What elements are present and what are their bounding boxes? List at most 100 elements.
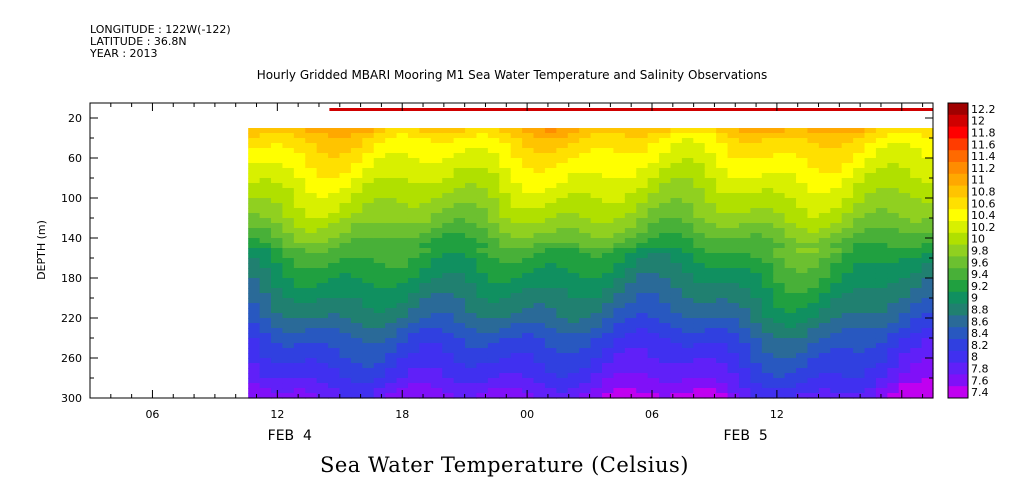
heatmap-cell — [738, 308, 751, 314]
heatmap-cell — [602, 143, 615, 149]
heatmap-cell — [602, 253, 615, 259]
heatmap-cell — [305, 373, 318, 379]
heatmap-cell — [579, 243, 592, 249]
heatmap-cell — [248, 238, 261, 244]
heatmap-cell — [921, 158, 934, 164]
heatmap-cell — [727, 268, 740, 274]
heatmap-cell — [624, 193, 637, 199]
colorbar-swatch — [948, 291, 968, 304]
heatmap-cell — [533, 188, 546, 194]
heatmap-cell — [875, 298, 888, 304]
heatmap-cell — [636, 333, 649, 339]
heatmap-cell — [259, 283, 272, 289]
heatmap-cell — [544, 288, 557, 294]
heatmap-cell — [841, 393, 854, 399]
heatmap-cell — [750, 338, 763, 344]
heatmap-cell — [761, 183, 774, 189]
heatmap-cell — [602, 268, 615, 274]
colorbar-swatch — [948, 303, 968, 316]
heatmap-cell — [476, 378, 489, 384]
heatmap-cell — [499, 393, 512, 399]
heatmap-cell — [328, 308, 341, 314]
heatmap-cell — [761, 248, 774, 254]
heatmap-cell — [864, 288, 877, 294]
heatmap-cell — [830, 178, 843, 184]
heatmap-cell — [738, 173, 751, 179]
heatmap-cell — [681, 153, 694, 159]
heatmap-cell — [499, 248, 512, 254]
heatmap-cell — [898, 128, 911, 134]
heatmap-cell — [875, 343, 888, 349]
heatmap-cell — [602, 303, 615, 309]
heatmap-cell — [556, 363, 569, 369]
heatmap-cell — [887, 233, 900, 239]
heatmap-cell — [373, 148, 386, 154]
heatmap-cell — [362, 278, 375, 284]
heatmap-cell — [510, 253, 523, 259]
heatmap-cell — [453, 203, 466, 209]
heatmap-cell — [807, 198, 820, 204]
heatmap-cell — [670, 383, 683, 389]
heatmap-cell — [407, 343, 420, 349]
heatmap-cell — [544, 163, 557, 169]
heatmap-cell — [875, 263, 888, 269]
heatmap-cell — [853, 368, 866, 374]
heatmap-cell — [716, 198, 729, 204]
heatmap-cell — [305, 328, 318, 334]
heatmap-cell — [716, 163, 729, 169]
heatmap-cell — [647, 128, 660, 134]
heatmap-cell — [293, 313, 306, 319]
heatmap-cell — [579, 393, 592, 399]
heatmap-cell — [704, 203, 717, 209]
heatmap-cell — [556, 293, 569, 299]
heatmap-cell — [716, 263, 729, 269]
heatmap-cell — [704, 368, 717, 374]
heatmap-cell — [293, 183, 306, 189]
heatmap-cell — [293, 148, 306, 154]
heatmap-cell — [407, 258, 420, 264]
heatmap-cell — [750, 363, 763, 369]
heatmap-cell — [624, 183, 637, 189]
heatmap-cell — [373, 313, 386, 319]
heatmap-cell — [579, 358, 592, 364]
heatmap-cell — [613, 218, 626, 224]
heatmap-cell — [487, 253, 500, 259]
colorbar-label: 10.2 — [971, 221, 996, 234]
heatmap-cell — [807, 318, 820, 324]
colorbar-label: 7.8 — [971, 363, 989, 376]
heatmap-cell — [670, 168, 683, 174]
heatmap-cell — [681, 128, 694, 134]
heatmap-cell — [396, 188, 409, 194]
heatmap-cell — [921, 333, 934, 339]
heatmap-cell — [328, 353, 341, 359]
heatmap-cell — [807, 138, 820, 144]
heatmap-cell — [796, 193, 809, 199]
heatmap-cell — [579, 318, 592, 324]
heatmap-cell — [910, 378, 923, 384]
heatmap-cell — [282, 138, 295, 144]
heatmap-cell — [271, 273, 284, 279]
heatmap-cell — [442, 173, 455, 179]
heatmap-cell — [373, 273, 386, 279]
heatmap-cell — [430, 363, 443, 369]
heatmap-cell — [818, 288, 831, 294]
heatmap-cell — [898, 173, 911, 179]
heatmap-cell — [898, 343, 911, 349]
heatmap-cell — [579, 248, 592, 254]
heatmap-cell — [864, 223, 877, 229]
heatmap-cell — [670, 318, 683, 324]
heatmap-cell — [293, 133, 306, 139]
heatmap-cell — [921, 128, 934, 134]
colorbar-swatch — [948, 327, 968, 340]
heatmap-cell — [887, 223, 900, 229]
heatmap-cell — [875, 158, 888, 164]
heatmap-cell — [624, 228, 637, 234]
heatmap-cell — [442, 378, 455, 384]
heatmap-cell — [761, 238, 774, 244]
heatmap-cell — [293, 298, 306, 304]
heatmap-cell — [407, 188, 420, 194]
heatmap-cell — [453, 348, 466, 354]
heatmap-cell — [647, 233, 660, 239]
heatmap-cell — [305, 183, 318, 189]
heatmap-cell — [499, 263, 512, 269]
